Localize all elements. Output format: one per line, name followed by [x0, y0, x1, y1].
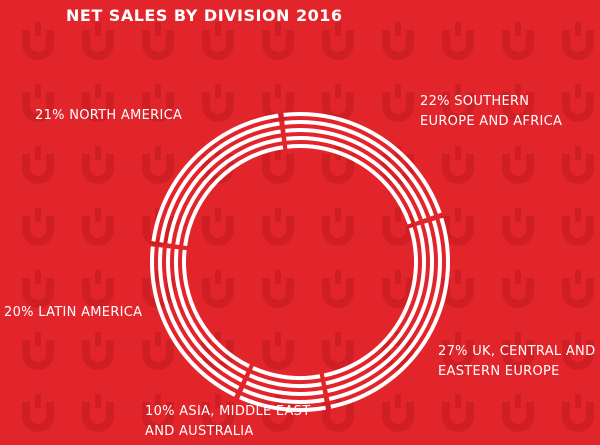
ring-segment	[151, 113, 279, 242]
ring-segment	[252, 366, 321, 380]
ring-segment	[323, 227, 418, 378]
value-label: 22%	[420, 94, 450, 109]
segment-label: 22% SOUTHERN EUROPE AND AFRICA	[420, 92, 580, 132]
ring-segment	[328, 220, 442, 401]
segment-label: 10% ASIA, MIDDLE EAST AND AUSTRALIA	[145, 402, 325, 442]
category-label: NORTH AMERICA	[69, 108, 183, 123]
ring-segment	[285, 128, 427, 220]
ring-segment	[183, 145, 284, 247]
value-label: 21%	[35, 108, 65, 123]
ring-segment	[327, 222, 434, 394]
segment-label: 27% UK, CENTRAL AND EASTERN EUROPE	[438, 342, 598, 382]
segment-label: 21% NORTH AMERICA	[35, 106, 205, 126]
category-label: ASIA, MIDDLE EAST AND AUSTRALIA	[145, 404, 311, 439]
ring-segment	[175, 137, 283, 245]
ring-segment	[242, 388, 325, 404]
ring-segment	[150, 246, 236, 397]
value-label: 20%	[4, 305, 34, 320]
ring-segment	[159, 121, 280, 243]
category-label: SOUTHERN EUROPE AND AFRICA	[420, 94, 563, 129]
ring-segment	[248, 373, 322, 388]
ring-segment	[158, 247, 240, 390]
value-label: 10%	[145, 404, 175, 419]
category-label: UK, CENTRAL AND EASTERN EUROPE	[438, 344, 596, 379]
ring-segment	[283, 112, 442, 214]
ring-segment	[330, 217, 450, 409]
category-label: LATIN AMERICA	[38, 305, 143, 320]
ring-segment	[245, 380, 324, 396]
ring-segment	[286, 144, 412, 225]
ring-segment	[286, 136, 419, 222]
ring-segment	[182, 249, 250, 369]
ring-segment	[284, 120, 435, 217]
ring-segment	[239, 395, 326, 412]
ring-chart	[150, 112, 450, 412]
chart-title: NET SALES BY DIVISION 2016	[66, 6, 343, 25]
ring-segment	[166, 248, 243, 383]
value-label: 27%	[438, 344, 468, 359]
segment-label: 20% LATIN AMERICA	[4, 303, 174, 323]
ring-segment	[325, 224, 426, 386]
ring-segment	[167, 129, 281, 244]
ring-segment	[174, 248, 247, 376]
